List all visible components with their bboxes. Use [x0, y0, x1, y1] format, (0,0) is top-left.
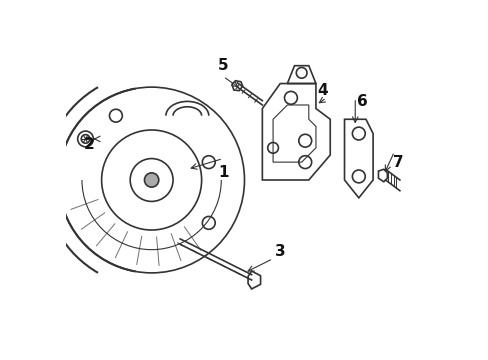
Text: 5: 5: [217, 58, 228, 73]
Text: 4: 4: [317, 83, 328, 98]
Text: 3: 3: [274, 244, 285, 259]
Text: 2: 2: [83, 137, 94, 152]
Text: 1: 1: [217, 165, 228, 180]
Circle shape: [144, 173, 159, 187]
Text: 7: 7: [392, 155, 403, 170]
Text: 6: 6: [356, 94, 367, 109]
